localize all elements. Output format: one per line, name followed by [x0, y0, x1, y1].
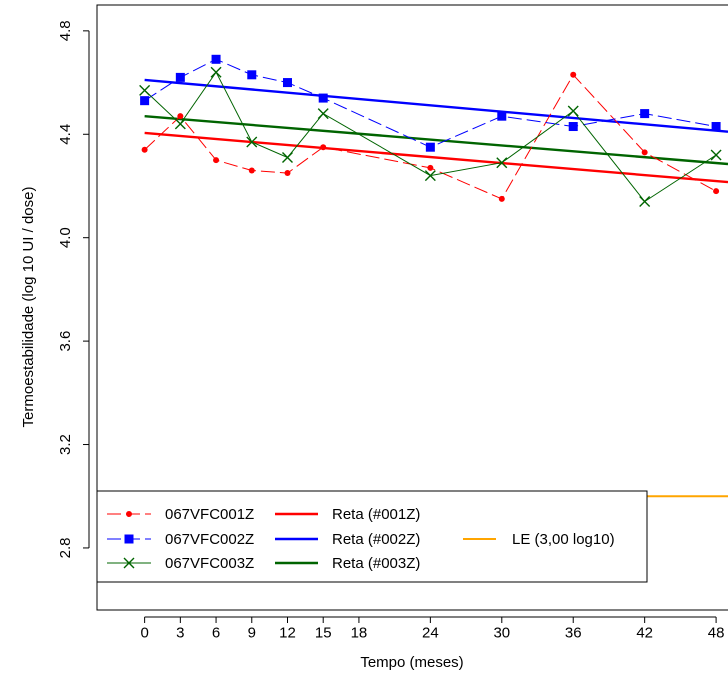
- legend-label: 067VFC001Z: [165, 506, 254, 523]
- data-point: [248, 167, 255, 174]
- data-point: [425, 142, 435, 152]
- data-point: [320, 144, 327, 151]
- data-point: [424, 170, 436, 182]
- x-tick-label: 9: [248, 624, 256, 641]
- regression-line-3: [144, 114, 728, 166]
- data-point: [427, 164, 434, 171]
- x-tick-label: 24: [422, 624, 439, 641]
- legend-label: 067VFC002Z: [165, 531, 254, 548]
- data-point: [640, 109, 650, 119]
- data-point: [568, 122, 578, 132]
- data-point: [174, 118, 186, 130]
- data-point: [317, 108, 329, 120]
- legend: 067VFC001Z 067VFC002Z 067VFC003Z Reta (#001…: [96, 490, 648, 583]
- y-tick-label: 4.0: [57, 227, 74, 248]
- x-axis-label: Tempo (meses): [360, 654, 463, 671]
- legend-item-fit-3: Reta (#003Z): [275, 555, 420, 572]
- regression-lines-layer: [144, 78, 728, 184]
- data-point: [498, 195, 505, 202]
- legend-label: Reta (#003Z): [332, 555, 420, 572]
- data-point: [177, 113, 184, 120]
- data-point: [567, 105, 579, 117]
- x-tick-label: 42: [636, 624, 653, 641]
- data-point: [497, 111, 507, 121]
- series-layer: [139, 54, 722, 207]
- legend-label: LE (3,00 log10): [512, 531, 615, 548]
- legend-item-series-2: 067VFC002Z: [107, 531, 254, 548]
- data-point: [281, 152, 293, 164]
- legend-label: Reta (#001Z): [332, 506, 420, 523]
- data-point: [496, 157, 508, 169]
- legend-box: [96, 490, 648, 583]
- plot-area: [97, 54, 728, 498]
- axes-layer: 0 3 6 9 12 15 18 24 30 36 42 482.83.23.64.04.44.8: [57, 20, 724, 641]
- data-point: [318, 93, 328, 103]
- legend-item-series-3: 067VFC003Z: [107, 555, 254, 572]
- data-point: [639, 196, 651, 207]
- x-tick-label: 0: [140, 624, 148, 641]
- legend-marker: [124, 534, 134, 544]
- legend-item-series-1: 067VFC001Z: [107, 506, 254, 523]
- data-point: [282, 78, 292, 88]
- data-point: [211, 54, 221, 64]
- series-2: [140, 54, 721, 152]
- series-1: [141, 71, 720, 202]
- data-point: [710, 149, 722, 161]
- data-point: [141, 146, 148, 153]
- regression-line-1: [144, 131, 728, 184]
- y-tick-label: 3.6: [57, 331, 74, 352]
- y-tick-label: 4.8: [57, 20, 74, 41]
- data-point: [210, 66, 222, 78]
- data-point: [247, 70, 257, 80]
- legend-marker: [126, 511, 132, 517]
- data-point: [284, 170, 291, 177]
- data-point: [641, 149, 648, 156]
- regression-line-2: [144, 78, 728, 133]
- x-tick-label: 15: [315, 624, 332, 641]
- data-point: [175, 72, 185, 82]
- plot-frame: [96, 4, 728, 611]
- data-point: [713, 188, 720, 195]
- data-point: [711, 122, 721, 132]
- x-tick-label: 3: [176, 624, 184, 641]
- y-tick-label: 4.4: [57, 124, 74, 145]
- data-point: [213, 157, 220, 164]
- legend-marker: [123, 557, 135, 569]
- x-tick-label: 30: [493, 624, 510, 641]
- y-axis-label: Termoestabilidade (log 10 UI / dose): [20, 187, 37, 428]
- y-tick-label: 2.8: [57, 538, 74, 559]
- legend-label: Reta (#002Z): [332, 531, 420, 548]
- x-tick-label: 12: [279, 624, 296, 641]
- x-tick-label: 6: [212, 624, 220, 641]
- x-tick-label: 36: [565, 624, 582, 641]
- series-line-1: [144, 73, 717, 200]
- y-tick-label: 3.2: [57, 434, 74, 455]
- data-point: [570, 71, 577, 78]
- x-tick-label: 48: [708, 624, 725, 641]
- legend-item-fit-2: Reta (#002Z): [275, 531, 420, 548]
- legend-item-fit-1: Reta (#001Z): [275, 506, 420, 523]
- data-point: [140, 96, 150, 106]
- data-point: [139, 84, 151, 96]
- series-3: [139, 66, 722, 207]
- legend-label: 067VFC003Z: [165, 555, 254, 572]
- series-line-2: [144, 58, 717, 148]
- data-point: [246, 136, 258, 148]
- x-tick-label: 18: [351, 624, 368, 641]
- legend-item-reference: LE (3,00 log10): [463, 531, 615, 548]
